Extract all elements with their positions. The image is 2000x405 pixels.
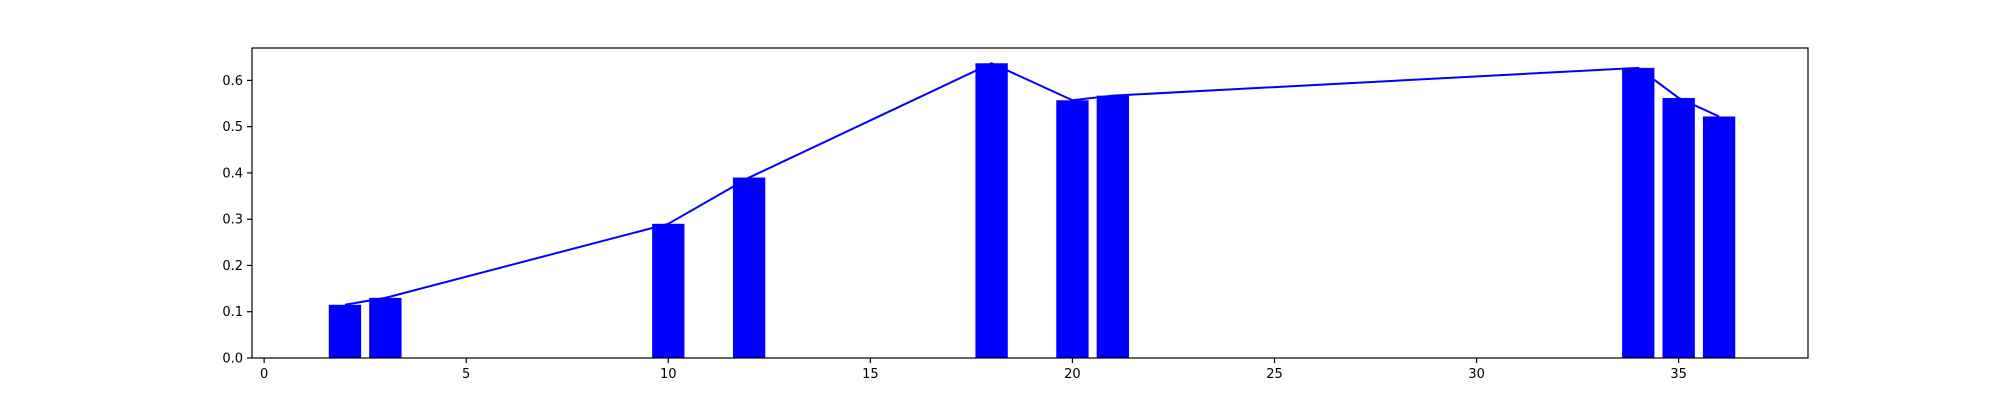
x-tick-label: 15 (862, 367, 879, 382)
y-tick-label: 0.2 (222, 259, 243, 274)
y-tick-label: 0.5 (222, 120, 243, 135)
y-tick-label: 0.3 (222, 213, 243, 228)
bar (652, 223, 685, 358)
bars-layer (328, 63, 1736, 359)
x-tick-label: 25 (1266, 367, 1283, 382)
plot-frame (251, 47, 1809, 359)
line-layer (344, 62, 1720, 306)
bar (1096, 95, 1130, 359)
x-tick-label: 10 (660, 367, 677, 382)
bar (1702, 116, 1736, 358)
x-tick-label: 20 (1064, 367, 1081, 382)
bar (975, 63, 1008, 359)
bar (328, 304, 362, 358)
y-tick-label: 0.6 (222, 74, 243, 89)
y-tick-label: 0.4 (222, 166, 243, 181)
y-tick-label: 0.1 (222, 305, 243, 320)
y-tick-label: 0.0 (222, 352, 243, 367)
bar (1662, 97, 1695, 358)
series-line (344, 62, 1720, 306)
bar (1056, 100, 1089, 359)
axes-layer: 0 5 10 15 20 25 30 35 0.0 0.1 0.2 0.3 0.4 0.5 0.6 (222, 47, 1809, 382)
bar (732, 177, 766, 358)
x-tick-label: 35 (1670, 367, 1687, 382)
x-tick-label: 30 (1468, 367, 1485, 382)
x-tick-label: 0 (260, 367, 268, 382)
bar (369, 297, 402, 358)
x-tick-label: 5 (462, 367, 470, 382)
bar (1622, 67, 1655, 359)
